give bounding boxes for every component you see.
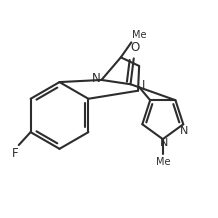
Text: Me: Me bbox=[156, 157, 170, 167]
Text: N: N bbox=[160, 138, 168, 148]
Text: F: F bbox=[12, 147, 18, 160]
Text: N: N bbox=[92, 72, 100, 85]
Text: N: N bbox=[180, 126, 189, 136]
Text: Me: Me bbox=[132, 30, 147, 40]
Text: I: I bbox=[142, 79, 146, 92]
Text: O: O bbox=[130, 41, 140, 54]
